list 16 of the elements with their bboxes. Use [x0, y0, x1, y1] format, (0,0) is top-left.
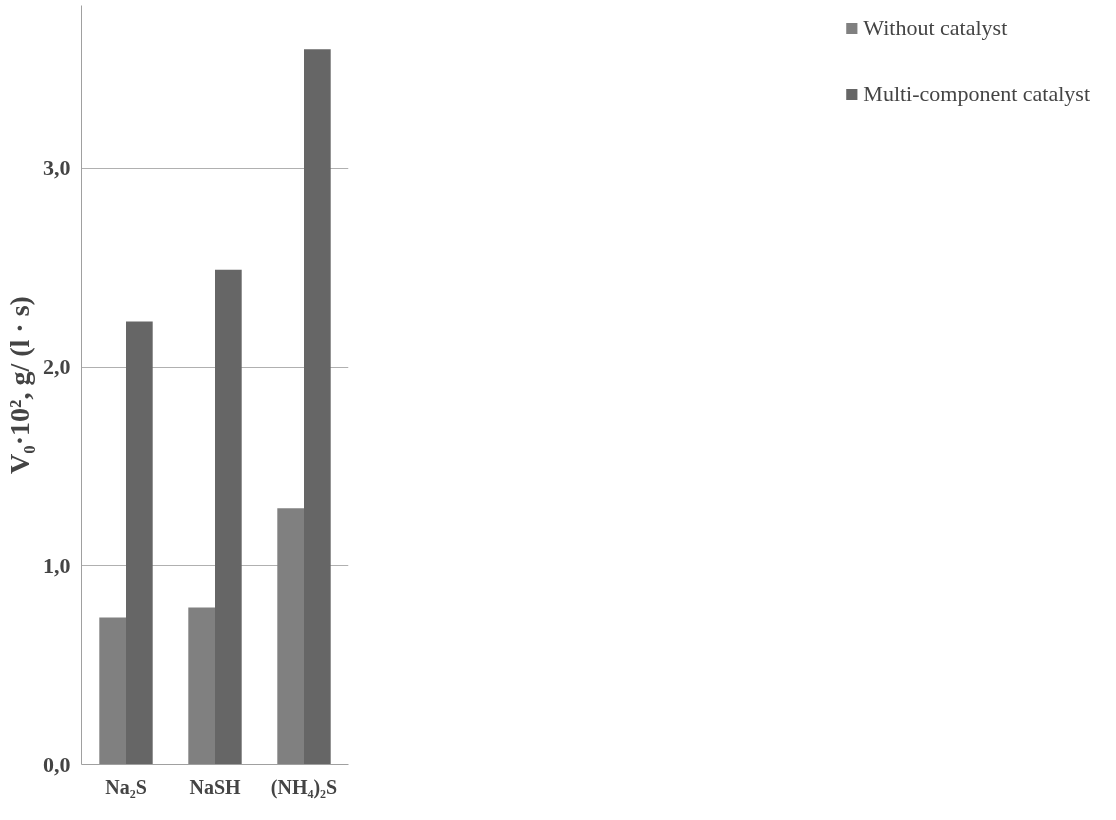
bar [277, 508, 304, 765]
bar [188, 607, 215, 765]
x-tick-label: Na₂S [105, 775, 147, 798]
y-tick-label: 3,0 [43, 155, 71, 181]
y-tick-label: 1,0 [43, 552, 71, 578]
y-tick-label: 2,0 [43, 354, 71, 380]
legend-label: Without catalyst [863, 15, 1008, 41]
y-tick-label: 0,0 [43, 751, 71, 777]
bar [304, 49, 331, 765]
x-tick-label: (NH₄)₂S [270, 775, 338, 799]
bar [126, 321, 153, 765]
bar [99, 617, 126, 765]
x-tick-label: NaSH [189, 775, 241, 798]
legend-label: Multi-component catalyst [863, 81, 1090, 107]
y-axis-title: V₀·10², g/ (l · s) [4, 296, 35, 474]
bar [215, 269, 242, 765]
